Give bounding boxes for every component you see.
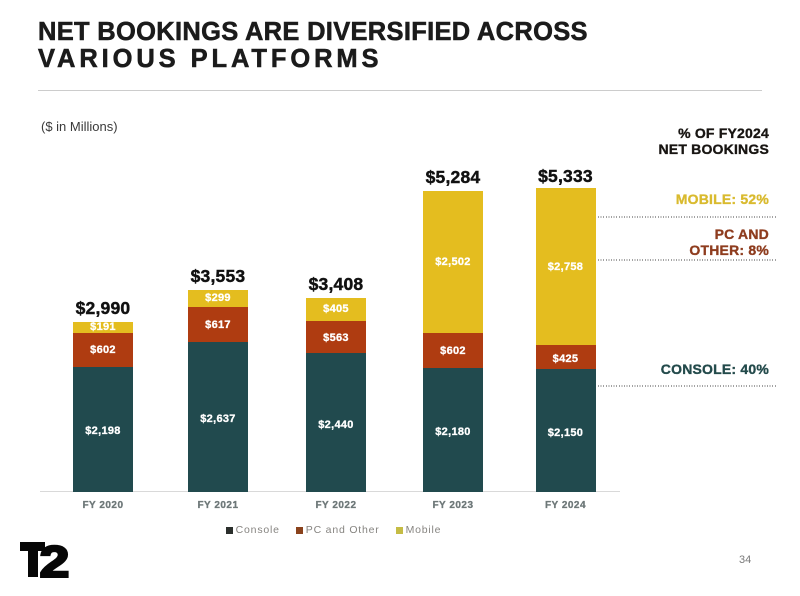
- svg-text:2: 2: [40, 541, 69, 578]
